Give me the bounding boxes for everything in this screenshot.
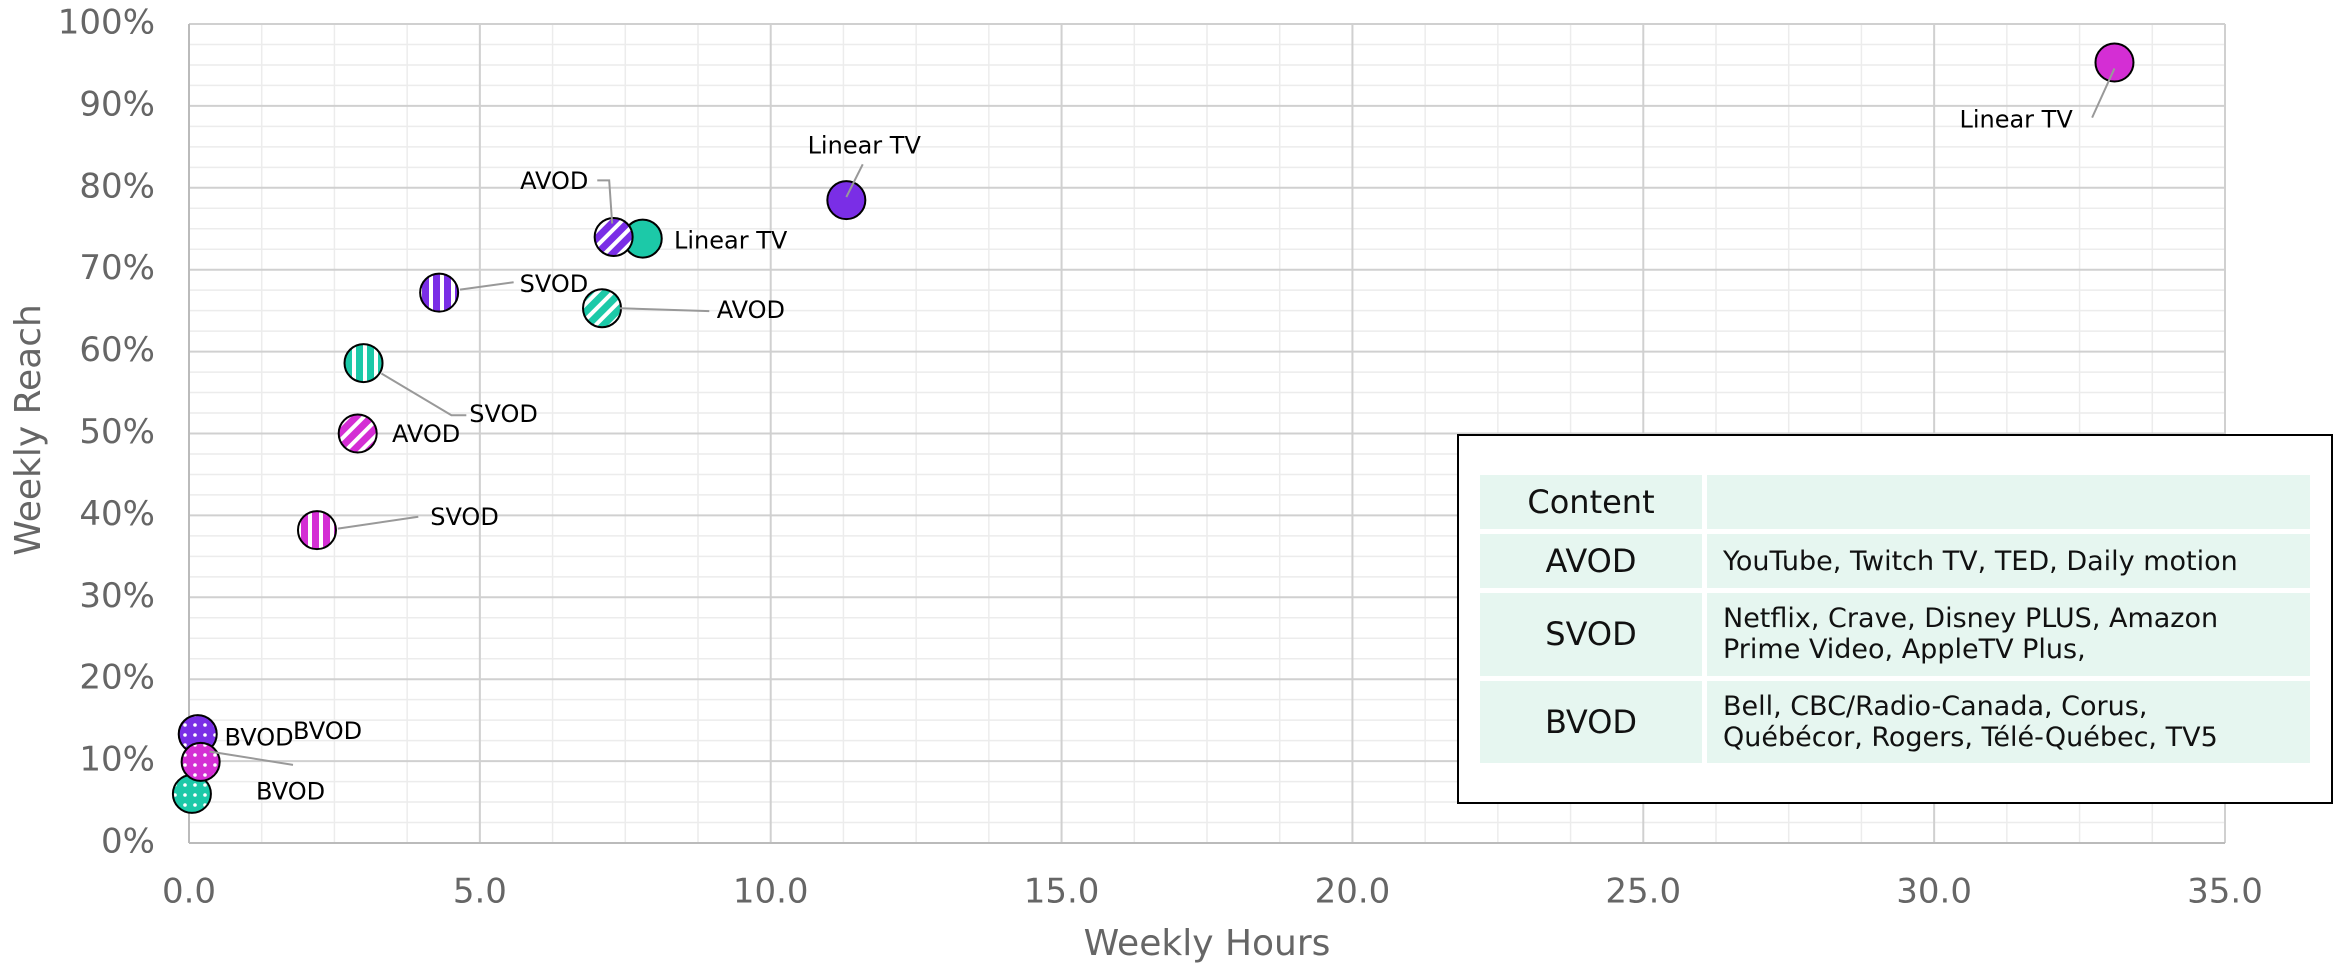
point: [296, 510, 337, 551]
x-tick-label: 20.0: [1315, 872, 1391, 912]
leader-line: [337, 515, 419, 530]
point-label: Linear TV: [674, 227, 788, 255]
y-tick-label: 60%: [79, 330, 155, 370]
point-label: SVOD: [430, 503, 499, 531]
table-cell: BVOD: [1480, 680, 1702, 763]
point-label: BVOD: [256, 777, 325, 805]
y-axis-title: Weekly Reach: [8, 304, 49, 556]
y-tick-label: 80%: [79, 166, 155, 206]
y-tick-label: 30%: [79, 576, 155, 616]
point: [419, 272, 460, 313]
leader-line: [380, 372, 467, 417]
table-cell: Bell, CBC/Radio-Canada, Corus, Québécor,…: [1707, 680, 2310, 763]
header-cell: [1707, 475, 2310, 530]
table-cell: AVOD: [1480, 534, 1702, 589]
point: [337, 413, 378, 454]
point-label: AVOD: [520, 167, 588, 195]
point: [2094, 42, 2135, 83]
leader-line: [459, 281, 514, 291]
header-cell: Content: [1480, 475, 1702, 530]
point: [826, 180, 867, 221]
leader-line: [597, 179, 614, 224]
leader-line: [619, 307, 710, 313]
table-row: AVOD YouTube, Twitch TV, TED, Daily motio…: [1480, 534, 2310, 589]
leader-line: [845, 163, 864, 198]
point-label: SVOD: [520, 270, 589, 298]
y-tick-label: 70%: [79, 248, 155, 288]
leader-line: [2091, 68, 2116, 119]
x-tick-label: 5.0: [453, 872, 507, 912]
x-tick-label: 30.0: [1896, 872, 1972, 912]
leader-line: [209, 750, 294, 766]
y-tick-label: 100%: [58, 3, 155, 43]
y-tick-label: 20%: [79, 658, 155, 698]
point: [343, 343, 384, 384]
x-axis-title: Weekly Hours: [1084, 923, 1331, 964]
table: Content AVOD YouTube, Twitch TV, TED, Dail…: [1475, 470, 2315, 768]
point-label: SVOD: [469, 400, 538, 428]
point-label: AVOD: [717, 296, 785, 324]
point-label: BVOD: [293, 717, 362, 745]
table-row: SVOD Netflix, Crave, Disney PLUS, Amazon …: [1480, 593, 2310, 676]
table-cell: Netflix, Crave, Disney PLUS, Amazon Prim…: [1707, 593, 2310, 676]
y-tick-label: 10%: [79, 740, 155, 780]
point: [180, 741, 221, 782]
table-cell: SVOD: [1480, 593, 1702, 676]
point: [582, 288, 623, 329]
table-cell: YouTube, Twitch TV, TED, Daily motion: [1707, 534, 2310, 589]
y-tick-label: 50%: [79, 412, 155, 452]
point-label: Linear TV: [1959, 106, 2073, 134]
y-tick-label: 90%: [79, 84, 155, 124]
point-label: AVOD: [392, 420, 460, 448]
header-row: Content: [1480, 475, 2310, 530]
content-table: Content AVOD YouTube, Twitch TV, TED, Dail…: [1457, 434, 2333, 804]
x-tick-label: 0.0: [162, 872, 216, 912]
y-tick-label: 40%: [79, 494, 155, 534]
y-tick-label: 0%: [101, 822, 155, 862]
x-tick-label: 15.0: [1024, 872, 1100, 912]
point: [593, 216, 634, 257]
point-label: BVOD: [225, 724, 294, 752]
x-tick-label: 10.0: [733, 872, 809, 912]
point-label: Linear TV: [808, 131, 922, 159]
x-tick-label: 35.0: [2187, 872, 2263, 912]
table-row: BVOD Bell, CBC/Radio-Canada, Corus, Québé…: [1480, 680, 2310, 763]
x-tick-label: 25.0: [1605, 872, 1681, 912]
